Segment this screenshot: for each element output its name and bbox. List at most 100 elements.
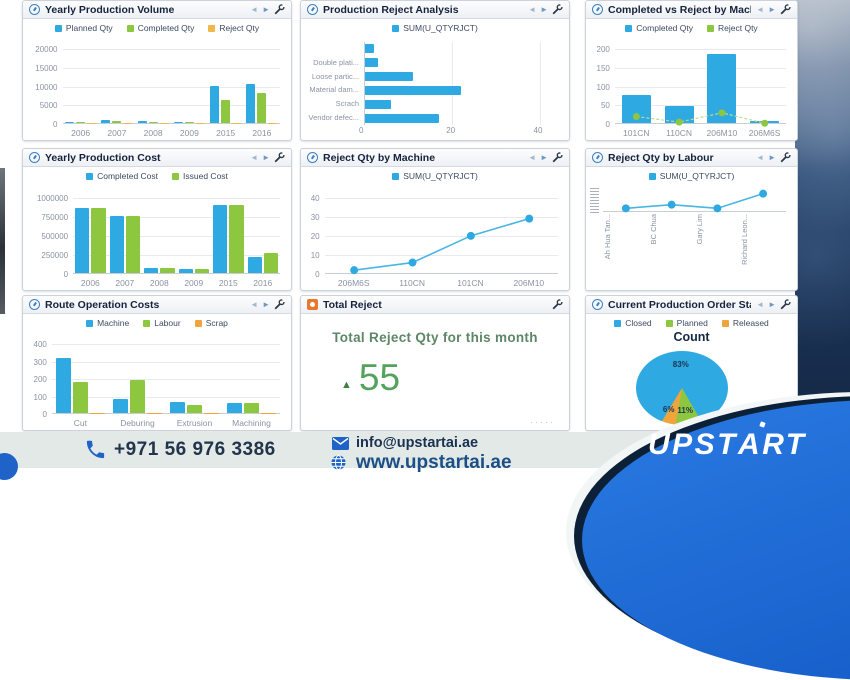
back-arrow-icon[interactable]: ◄ <box>756 299 765 309</box>
bar[interactable] <box>89 412 105 413</box>
plot-area[interactable] <box>364 42 556 125</box>
bar[interactable] <box>173 121 183 123</box>
wrench-icon[interactable] <box>780 152 791 163</box>
forward-arrow-icon[interactable]: ► <box>540 4 548 14</box>
back-arrow-icon[interactable]: ◄ <box>756 4 765 14</box>
bar[interactable] <box>144 267 159 273</box>
reject-by-machine-chart[interactable]: 0 10 20 30 40 206M6S 110CN 101CN 206M10 <box>304 184 566 288</box>
more-indicator[interactable]: ····· <box>530 417 555 427</box>
bar[interactable] <box>213 204 228 273</box>
bar[interactable] <box>109 216 124 273</box>
route-costs-chart[interactable]: 0 100 200 300 400 Cut Deburing Extrusion Machini… <box>26 331 288 428</box>
back-arrow-icon[interactable]: ◄ <box>250 299 259 309</box>
plot-area[interactable] <box>62 42 280 124</box>
bar[interactable] <box>263 252 278 273</box>
forward-arrow-icon[interactable]: ► <box>262 299 270 309</box>
bar[interactable] <box>87 122 97 123</box>
bar[interactable] <box>76 121 86 123</box>
bar[interactable] <box>101 120 111 123</box>
back-arrow-icon[interactable]: ◄ <box>528 4 537 14</box>
bar[interactable] <box>148 121 158 123</box>
bar[interactable] <box>365 58 379 68</box>
reject-analysis-chart[interactable]: 0 20 40 Double plati... Loose partic... Mater… <box>304 36 566 138</box>
bar[interactable] <box>365 72 413 82</box>
panel-production-reject-analysis: Production Reject Analysis ◄ ► SUM(U_QTY… <box>300 0 570 141</box>
wrench-icon[interactable] <box>274 299 285 310</box>
bar[interactable] <box>210 85 220 123</box>
brand-logo[interactable]: UPSTA RT <box>648 421 807 462</box>
plot-area[interactable] <box>324 190 558 275</box>
bar[interactable] <box>365 113 440 123</box>
panel-title: Reject Qty by Labour <box>608 151 714 164</box>
plot-area[interactable] <box>51 337 280 414</box>
bar[interactable] <box>232 122 242 123</box>
wrench-icon[interactable] <box>274 152 285 163</box>
bar[interactable] <box>159 122 169 123</box>
plot-area[interactable] <box>614 42 786 127</box>
bar[interactable] <box>365 85 461 95</box>
bar[interactable] <box>112 120 122 123</box>
bar[interactable] <box>246 83 256 123</box>
bar[interactable] <box>169 401 185 413</box>
forward-arrow-icon[interactable]: ► <box>540 152 548 162</box>
forward-arrow-icon[interactable]: ► <box>262 152 270 162</box>
panel-yearly-production-volume: Yearly Production Volume ◄ ► Planned Qty… <box>22 0 292 141</box>
x-axis-labels: Cut Deburing Extrusion Machining <box>52 416 280 428</box>
bar[interactable] <box>247 257 262 273</box>
bar[interactable] <box>365 44 374 54</box>
wrench-icon[interactable] <box>552 152 563 163</box>
back-arrow-icon[interactable]: ◄ <box>250 4 259 14</box>
bar[interactable] <box>365 99 392 109</box>
bar[interactable] <box>160 268 175 273</box>
bar[interactable] <box>91 208 106 273</box>
bar[interactable] <box>261 412 276 413</box>
bar[interactable] <box>227 402 242 413</box>
plot-area[interactable] <box>603 189 786 213</box>
bar[interactable] <box>125 216 141 273</box>
bar[interactable] <box>194 269 210 273</box>
back-arrow-icon[interactable]: ◄ <box>250 152 259 162</box>
reject-by-labour-chart[interactable]: Ah Hua Tan... BC Chua Gary Lim Richard Leon… <box>589 184 794 288</box>
plot-area[interactable] <box>73 190 280 274</box>
bar[interactable] <box>184 122 194 123</box>
bar[interactable] <box>129 379 145 413</box>
back-arrow-icon[interactable]: ◄ <box>528 152 537 162</box>
wrench-icon[interactable] <box>274 4 285 15</box>
bar[interactable] <box>72 382 88 413</box>
forward-arrow-icon[interactable]: ► <box>768 299 776 309</box>
wrench-icon[interactable] <box>780 4 791 15</box>
forward-arrow-icon[interactable]: ► <box>768 4 776 14</box>
bar[interactable] <box>664 106 694 123</box>
completed-vs-reject-chart[interactable]: 0 50 100 150 200 101CN 110CN 206M10 206M6S <box>589 36 794 138</box>
bar[interactable] <box>123 122 133 123</box>
bar[interactable] <box>257 93 267 123</box>
website-url[interactable]: www.upstartai.ae <box>356 452 512 473</box>
back-arrow-icon[interactable]: ◄ <box>756 152 765 162</box>
bar[interactable] <box>146 412 162 413</box>
yearly-volume-chart[interactable]: 0 5000 10000 15000 20000 2006 2007 2008 2009 2015… <box>26 36 288 138</box>
bar[interactable] <box>229 205 244 273</box>
bar[interactable] <box>186 405 202 413</box>
wrench-icon[interactable] <box>780 299 791 310</box>
legend-label: Planned <box>676 318 708 328</box>
forward-arrow-icon[interactable]: ► <box>262 4 270 14</box>
bar[interactable] <box>65 121 75 123</box>
yearly-cost-chart[interactable]: 0 250000 500000 750000 1000000 2006 2007 2008 20… <box>26 184 288 288</box>
bar[interactable] <box>137 121 147 123</box>
wrench-icon[interactable] <box>552 299 563 310</box>
bar[interactable] <box>75 208 90 273</box>
email-address[interactable]: info@upstartai.ae <box>356 435 479 451</box>
bar[interactable] <box>203 412 219 413</box>
bar[interactable] <box>178 268 193 273</box>
bar[interactable] <box>195 122 205 123</box>
bar[interactable] <box>55 357 71 413</box>
bar[interactable] <box>268 122 278 123</box>
forward-arrow-icon[interactable]: ► <box>768 152 776 162</box>
kpi-value: 55 <box>358 357 401 398</box>
wrench-icon[interactable] <box>552 4 563 15</box>
x-tick-label: 2016 <box>252 128 272 138</box>
phone-number[interactable]: +971 56 976 3386 <box>114 439 276 460</box>
bar[interactable] <box>112 399 128 413</box>
bar[interactable] <box>244 402 259 413</box>
bar[interactable] <box>221 99 231 123</box>
